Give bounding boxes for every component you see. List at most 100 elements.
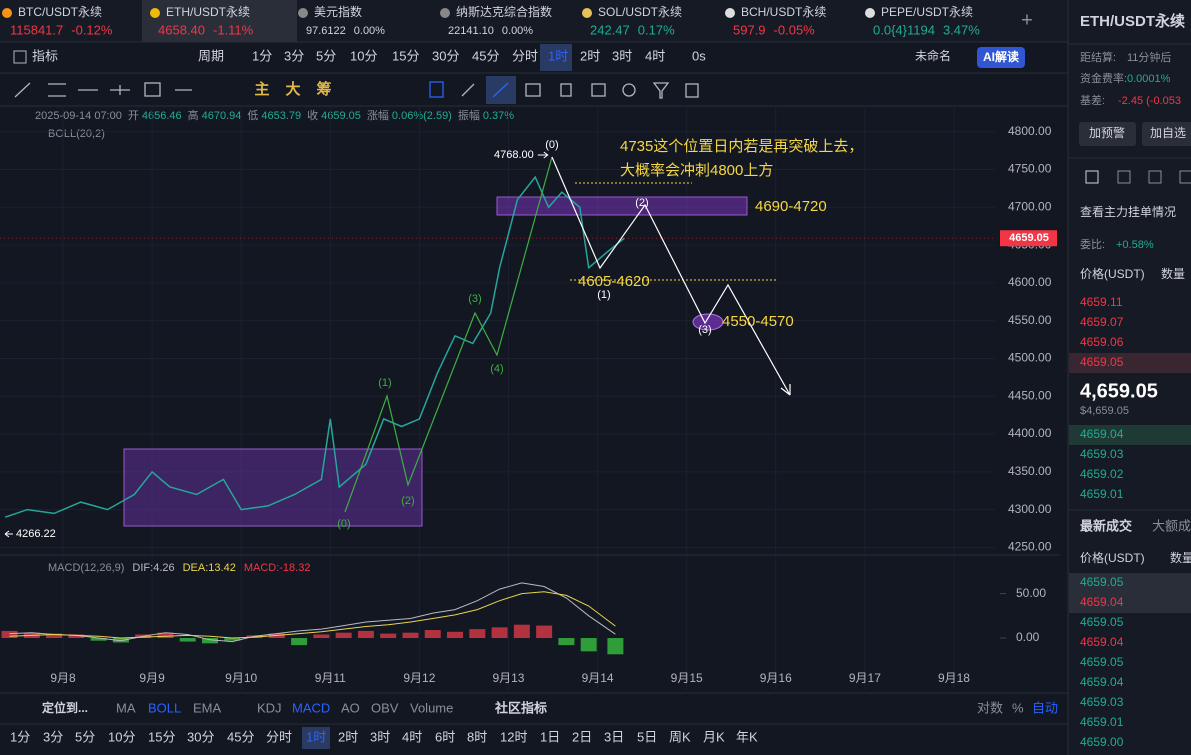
rect-tool[interactable] — [144, 82, 161, 97]
interval-button[interactable]: 3时 — [370, 729, 390, 744]
chart-tool[interactable]: 筹 — [316, 80, 331, 98]
interval-button[interactable]: 6时 — [435, 729, 455, 744]
interval-button[interactable]: 分时 — [266, 729, 292, 744]
interval-button[interactable]: 15分 — [392, 48, 419, 63]
interval-button[interactable]: 10分 — [108, 729, 135, 744]
last-price-label: 4659.05 — [1009, 232, 1049, 244]
interval-button[interactable]: 分时 — [512, 48, 538, 63]
add-tab-icon[interactable]: + — [1021, 9, 1033, 31]
tab-name[interactable]: 纳斯达克综合指数 — [456, 4, 552, 19]
log-toggle[interactable]: 对数 — [977, 700, 1003, 715]
trend-tool[interactable] — [14, 82, 31, 98]
depth-mode-icon[interactable] — [1148, 170, 1162, 184]
interval-button[interactable]: 3分 — [43, 729, 63, 744]
tab-price: 97.6122 — [306, 25, 346, 37]
trades-tab[interactable]: 最新成交 — [1080, 518, 1132, 533]
interval-button[interactable]: 45分 — [472, 48, 499, 63]
tab-name[interactable]: BCH/USDT永续 — [741, 5, 826, 19]
interval-button[interactable]: 5日 — [637, 729, 657, 744]
y-tick-label: 4350.00 — [1008, 464, 1052, 478]
interval-button[interactable]: 5分 — [75, 729, 95, 744]
tab-name[interactable]: SOL/USDT永续 — [598, 5, 682, 19]
tool-icon[interactable] — [492, 82, 509, 98]
ai-button[interactable]: AI解读 — [983, 49, 1019, 64]
interval-button[interactable]: 12时 — [500, 729, 527, 744]
wave-label: (0) — [337, 518, 350, 530]
interval-button[interactable]: 周K — [669, 729, 691, 744]
tool-icon[interactable] — [685, 83, 699, 98]
indicator-icon[interactable] — [13, 50, 27, 64]
interval-button[interactable]: 2时 — [580, 48, 600, 63]
big-trades-tab[interactable]: 大额成交 — [1152, 518, 1191, 533]
interval-button[interactable]: 1日 — [540, 729, 560, 744]
auto-toggle[interactable]: 自动 — [1032, 700, 1058, 715]
interval-button[interactable]: 4时 — [402, 729, 422, 744]
interval-button[interactable]: 8时 — [467, 729, 487, 744]
interval-button[interactable]: 2时 — [338, 729, 358, 744]
tab-name[interactable]: PEPE/USDT永续 — [881, 5, 973, 19]
side-value: +0.58% — [1116, 239, 1154, 251]
interval-button[interactable]: 3分 — [284, 48, 304, 63]
button-bg[interactable] — [1079, 122, 1136, 146]
macd-bar — [335, 632, 352, 639]
interval-button[interactable]: 30分 — [187, 729, 214, 744]
period-button[interactable]: 周期 — [198, 48, 224, 63]
interval-button[interactable]: 5分 — [316, 48, 336, 63]
tool-icon[interactable] — [591, 83, 606, 97]
community-button[interactable]: 社区指标 — [494, 700, 547, 715]
interval-button[interactable]: 45分 — [227, 729, 254, 744]
interval-button[interactable]: 1时 — [306, 729, 326, 744]
depth-mode-icon[interactable] — [1179, 170, 1191, 184]
interval-button[interactable]: 1时 — [548, 48, 568, 63]
depth-link[interactable]: 查看主力挂单情况 — [1080, 205, 1176, 219]
chart-tool[interactable]: 大 — [285, 80, 300, 98]
note-text: 大概率会冲刺4800上方 — [620, 162, 773, 179]
tab-name[interactable]: 美元指数 — [314, 4, 362, 19]
main-indicator[interactable]: EMA — [193, 700, 222, 715]
indicator-button[interactable]: 指标 — [32, 48, 58, 63]
layout-name[interactable]: 未命名 — [915, 48, 951, 63]
interval-button[interactable]: 1分 — [10, 729, 30, 744]
button-bg[interactable] — [1142, 122, 1191, 146]
tool-icon[interactable] — [652, 82, 670, 99]
interval-button[interactable]: 月K — [703, 729, 725, 744]
info-label: 低 — [247, 109, 258, 122]
trade-price: 4659.00 — [1080, 735, 1124, 749]
sub-indicator[interactable]: OBV — [371, 700, 399, 715]
depth-mode-icon[interactable] — [1085, 170, 1099, 184]
tool-icon[interactable] — [622, 83, 636, 97]
info-label: 高 — [188, 108, 199, 122]
tool-icon[interactable] — [560, 83, 572, 97]
tool-icon[interactable] — [429, 81, 444, 98]
chart-tool[interactable]: 主 — [254, 80, 269, 98]
zone-label: 4550-4570 — [722, 313, 794, 330]
interval-button[interactable]: 4时 — [645, 48, 665, 63]
tool-icon[interactable] — [525, 83, 541, 97]
ai-button-bg[interactable] — [977, 47, 1025, 68]
main-indicator[interactable]: MA — [116, 700, 136, 715]
interval-button[interactable]: 10分 — [350, 48, 377, 63]
fav-button[interactable]: 加自选 — [1150, 126, 1186, 140]
interval-button[interactable]: 年K — [736, 729, 758, 744]
interval-button[interactable]: 30分 — [432, 48, 459, 63]
locate-button[interactable]: 定位到... — [42, 700, 88, 715]
sub-indicator[interactable]: Volume — [410, 700, 453, 715]
macd-bar — [202, 638, 219, 644]
sub-indicator[interactable]: AO — [341, 700, 360, 715]
sub-indicator[interactable]: MACD — [292, 700, 330, 715]
tab-name[interactable]: ETH/USDT永续 — [166, 5, 250, 19]
depth-mode-icon[interactable] — [1117, 170, 1131, 184]
interval-button[interactable]: 2日 — [572, 729, 592, 744]
interval-button[interactable]: 15分 — [148, 729, 175, 744]
macd-bar — [179, 638, 196, 642]
x-tick-label: 9月9 — [139, 671, 165, 685]
alert-button[interactable]: 加预警 — [1089, 125, 1125, 140]
tab-name[interactable]: BTC/USDT永续 — [18, 5, 102, 19]
sub-indicator[interactable]: KDJ — [257, 700, 282, 715]
interval-button[interactable]: 1分 — [252, 48, 272, 63]
percent-toggle[interactable]: % — [1012, 700, 1024, 715]
interval-button[interactable]: 3时 — [612, 48, 632, 63]
main-indicator[interactable]: BOLL — [148, 700, 181, 715]
interval-button[interactable]: 3日 — [604, 729, 624, 744]
tool-icon[interactable] — [461, 83, 475, 97]
